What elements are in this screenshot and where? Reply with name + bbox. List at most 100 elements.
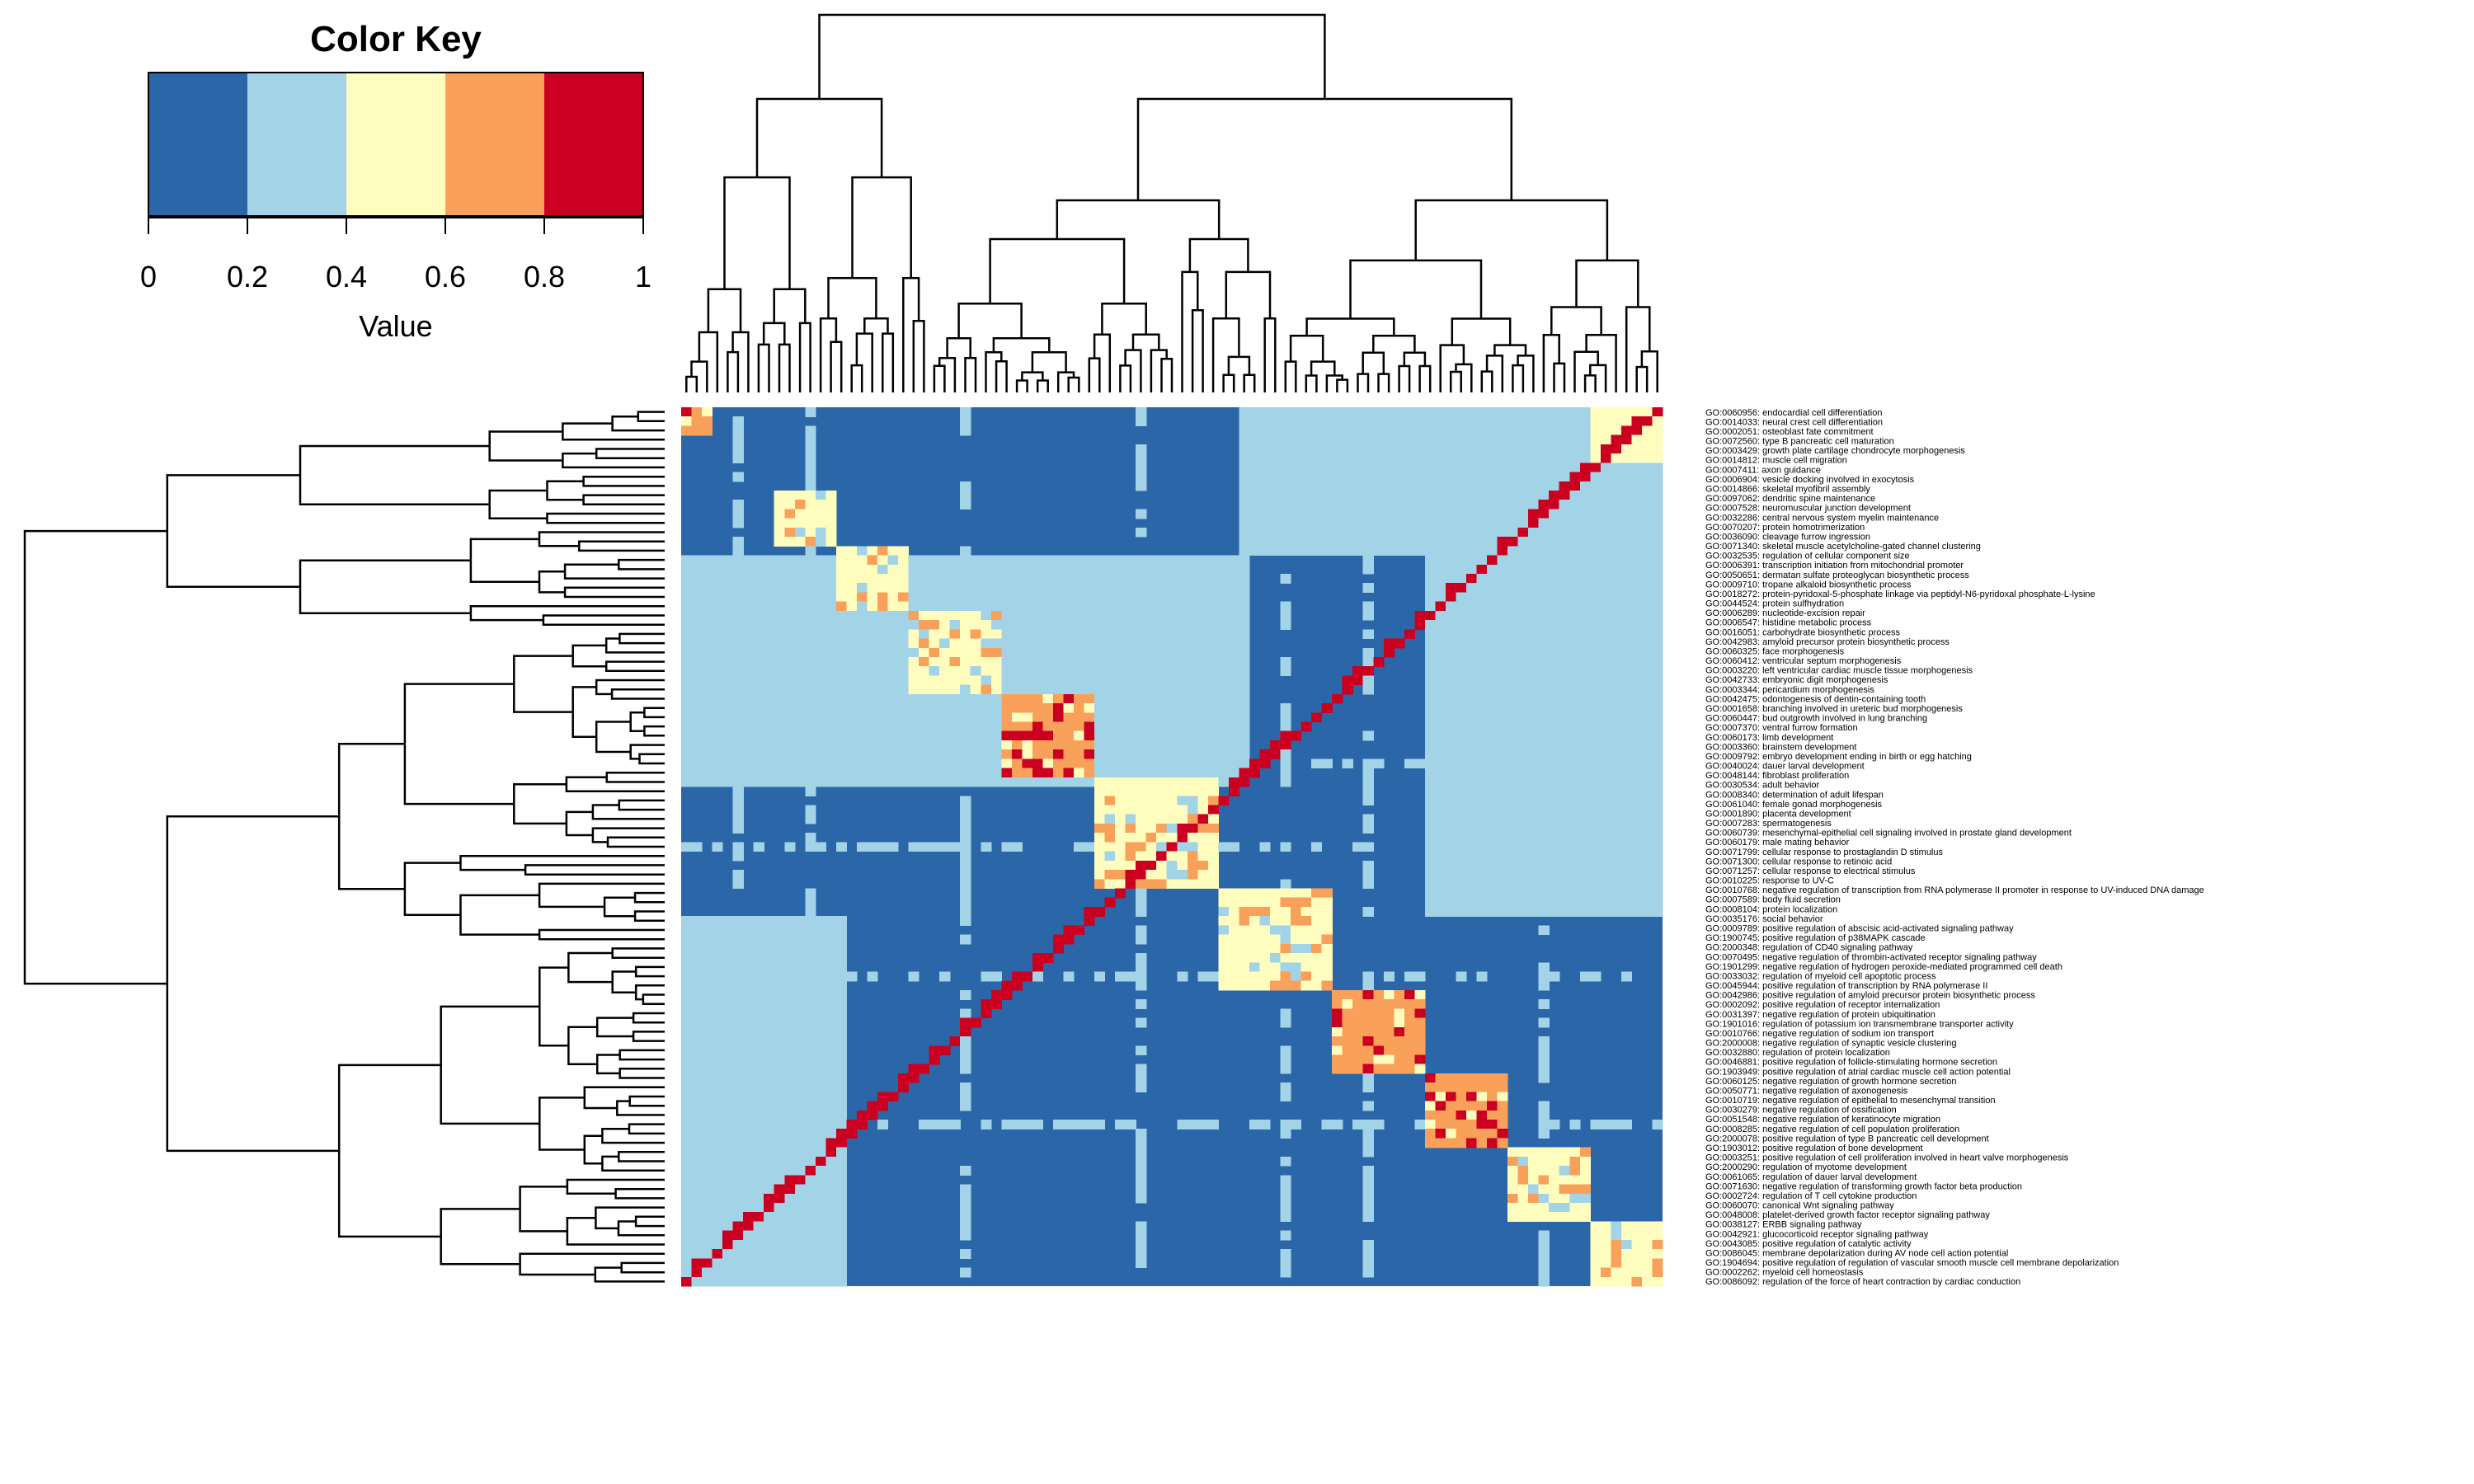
heatmap-cell — [1228, 777, 1250, 787]
heatmap-cell — [1001, 730, 1054, 741]
heatmap-cell — [681, 916, 848, 926]
heatmap-cell — [960, 796, 971, 806]
heatmap-cell — [1538, 518, 1663, 528]
heatmap-cell — [774, 500, 796, 510]
heatmap-cell — [1207, 805, 1219, 815]
heatmap-cell — [1631, 416, 1653, 427]
dendrogram-branch — [1305, 317, 1395, 336]
heatmap-cell — [691, 1276, 848, 1287]
color-key-tick-label: 1 — [635, 260, 651, 294]
heatmap-cell — [1166, 870, 1188, 880]
heatmap-cell — [981, 684, 992, 695]
heatmap-cell — [1579, 1156, 1591, 1167]
dendrogram-branch — [562, 422, 665, 441]
dendrogram-branch — [1418, 364, 1432, 392]
heatmap-cell — [1579, 1166, 1591, 1176]
heatmap-cell — [681, 999, 848, 1009]
heatmap-cell — [1373, 656, 1385, 667]
row-label: GO:0061040: female gonad morphogenesis — [1705, 800, 1883, 810]
heatmap-cell — [1507, 1147, 1581, 1158]
heatmap-cell — [1125, 870, 1147, 880]
heatmap-cell — [805, 444, 816, 454]
dendrogram-branch — [595, 679, 665, 696]
row-label: GO:0048144: fibroblast proliferation — [1705, 771, 1849, 781]
heatmap-cell — [1207, 796, 1219, 806]
dendrogram-branch — [1067, 376, 1080, 392]
row-label: GO:2000008: negative regulation of synap… — [1705, 1039, 1957, 1049]
heatmap-cell — [1280, 712, 1291, 723]
heatmap-cell — [1291, 916, 1312, 926]
heatmap-cell — [794, 509, 837, 519]
heatmap-cell — [1466, 1110, 1478, 1120]
heatmap-cell — [960, 916, 971, 926]
heatmap-cell — [1538, 1101, 1550, 1111]
heatmap-cell — [1435, 1129, 1446, 1139]
heatmap-cell — [960, 425, 971, 436]
heatmap-cell — [846, 1120, 868, 1129]
heatmap-cell — [1011, 749, 1023, 759]
row-label: GO:0032880: regulation of protein locali… — [1705, 1048, 1890, 1058]
heatmap-cell — [1063, 712, 1095, 723]
heatmap-cell — [1362, 1147, 1374, 1158]
dendrogram-branch — [1403, 351, 1427, 366]
heatmap-cell — [1094, 777, 1219, 787]
heatmap-cell — [1342, 684, 1353, 695]
dendrogram-branch — [299, 444, 490, 506]
row-label: GO:0042475: odontogenesis of dentin-cont… — [1705, 694, 1926, 704]
heatmap-cell — [1136, 1184, 1147, 1195]
heatmap-cell — [1136, 1129, 1147, 1139]
heatmap-cell — [1487, 1101, 1498, 1111]
heatmap-cell — [1136, 1017, 1147, 1028]
heatmap-cell — [1487, 564, 1663, 575]
heatmap-cell — [1559, 1166, 1570, 1176]
heatmap-cell — [1239, 518, 1529, 528]
heatmap-cell — [1611, 1239, 1622, 1250]
heatmap-cell — [1435, 610, 1663, 621]
heatmap-cell — [681, 1110, 848, 1120]
heatmap-cell — [960, 833, 971, 843]
heatmap-cell — [960, 407, 971, 417]
heatmap-cell — [1280, 1045, 1291, 1056]
heatmap-cell — [1136, 527, 1147, 538]
heatmap-cell — [681, 1129, 837, 1139]
heatmap-cell — [681, 1036, 848, 1046]
heatmap-cell — [939, 620, 951, 630]
heatmap-cell — [1197, 870, 1219, 880]
dendrogram-branch — [567, 1026, 598, 1065]
heatmap-cell — [1362, 860, 1374, 871]
dendrogram-branch — [337, 743, 405, 890]
heatmap-cell — [1218, 888, 1312, 899]
heatmap-cell — [1362, 1082, 1374, 1092]
heatmap-cell — [805, 500, 837, 510]
heatmap-cell — [1239, 463, 1581, 473]
heatmap-cell — [1001, 629, 1250, 640]
heatmap-cell — [867, 555, 878, 566]
row-label: GO:0016051: carbohydrate biosynthetic pr… — [1705, 627, 1901, 637]
heatmap-cell — [815, 1156, 826, 1167]
heatmap-cell — [774, 527, 785, 538]
heatmap-cell — [1476, 1110, 1488, 1120]
dendrogram-branch — [1136, 97, 1513, 200]
heatmap-cell — [1424, 1129, 1437, 1139]
heatmap-cell — [1218, 777, 1230, 787]
heatmap-cell — [1052, 703, 1065, 713]
heatmap-cell — [681, 1054, 848, 1065]
dendrogram-branch — [1284, 360, 1297, 392]
heatmap-cell — [1590, 1120, 1633, 1129]
heatmap-cell — [1001, 656, 1250, 667]
heatmap-cell — [1063, 768, 1075, 778]
dendrogram-branch — [403, 683, 515, 805]
heatmap-cell — [1311, 758, 1333, 769]
heatmap-cell — [1187, 851, 1198, 862]
row-label: GO:0042986: positive regulation of amylo… — [1705, 991, 2035, 1001]
heatmap-cell — [681, 573, 837, 584]
dendrogram-branch — [538, 531, 665, 547]
heatmap-cell — [681, 425, 713, 436]
dendrogram-branch — [1131, 333, 1160, 350]
heatmap-cell — [1435, 601, 1446, 612]
heatmap-cell — [805, 481, 816, 491]
dendrogram-branch — [1325, 374, 1343, 392]
dendrogram-branch — [964, 356, 977, 392]
heatmap-cell — [1001, 666, 1250, 677]
heatmap-cell — [1300, 971, 1312, 982]
